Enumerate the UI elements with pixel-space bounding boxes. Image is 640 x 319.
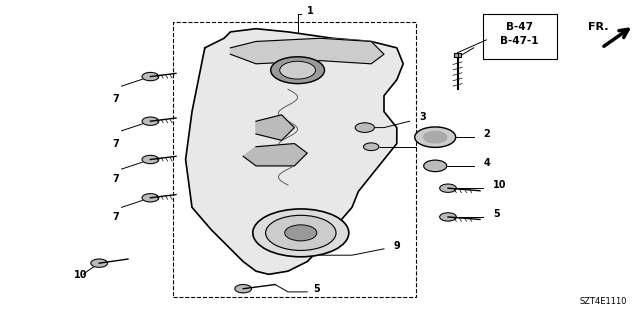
Text: 7: 7 <box>112 212 119 222</box>
Circle shape <box>424 160 447 172</box>
Polygon shape <box>256 115 294 140</box>
Text: 8: 8 <box>483 38 490 48</box>
Circle shape <box>253 209 349 257</box>
Circle shape <box>266 215 336 250</box>
Circle shape <box>280 61 316 79</box>
Polygon shape <box>243 144 307 166</box>
Circle shape <box>415 127 456 147</box>
Polygon shape <box>230 38 384 64</box>
Circle shape <box>440 213 456 221</box>
Text: B-47: B-47 <box>506 22 533 32</box>
Circle shape <box>364 143 379 151</box>
Polygon shape <box>186 29 403 274</box>
Text: 2: 2 <box>483 129 490 139</box>
Circle shape <box>440 184 456 192</box>
Text: 3: 3 <box>419 112 426 122</box>
Circle shape <box>142 194 159 202</box>
Circle shape <box>355 123 374 132</box>
Circle shape <box>142 117 159 125</box>
Text: 6: 6 <box>426 139 433 149</box>
Text: SZT4E1110: SZT4E1110 <box>580 297 627 306</box>
Text: 7: 7 <box>112 139 119 149</box>
Text: 10: 10 <box>74 270 87 279</box>
Text: 5: 5 <box>314 284 321 294</box>
Circle shape <box>91 259 108 267</box>
FancyBboxPatch shape <box>483 14 557 59</box>
Bar <box>454 53 461 57</box>
Text: 5: 5 <box>493 209 500 219</box>
Text: 1: 1 <box>307 6 314 16</box>
Text: 4: 4 <box>483 158 490 168</box>
Text: B-47-1: B-47-1 <box>500 36 539 47</box>
Circle shape <box>285 225 317 241</box>
Text: 7: 7 <box>112 94 119 104</box>
Circle shape <box>142 155 159 164</box>
Circle shape <box>271 57 324 84</box>
Text: 10: 10 <box>493 180 506 190</box>
Circle shape <box>142 72 159 81</box>
Text: 9: 9 <box>394 241 401 251</box>
Circle shape <box>235 285 252 293</box>
Circle shape <box>424 131 447 143</box>
Text: 7: 7 <box>112 174 119 184</box>
Text: FR.: FR. <box>588 22 609 32</box>
